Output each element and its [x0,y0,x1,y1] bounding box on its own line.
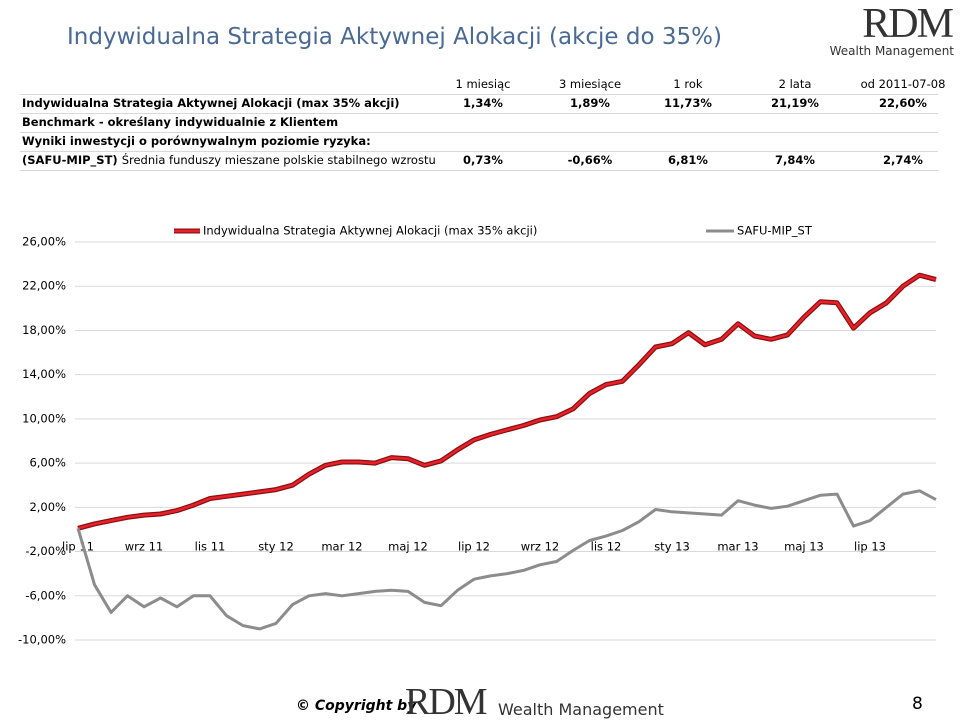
cell-value: 11,73% [664,96,712,110]
footer-logo-subtitle: Wealth Management [498,700,664,719]
x-tick-label: lip 13 [854,540,886,554]
y-tick-label: -2,00% [25,544,66,558]
y-tick-label: -10,00% [18,633,66,647]
cell-value: 2,74% [883,153,923,167]
y-tick-label: 18,00% [22,323,66,337]
column-header: od 2011-07-08 [860,77,946,91]
column-header: 3 miesiące [558,77,622,91]
row-divider [20,113,938,114]
y-tick-label: 10,00% [22,411,66,425]
x-tick-label: sty 13 [654,540,690,554]
y-tick-label: -6,00% [25,588,66,602]
cell-value: 7,84% [775,153,815,167]
x-tick-label: lis 12 [591,540,622,554]
series-line [76,489,937,631]
y-tick-label: 26,00% [22,235,66,249]
y-tick-label: 6,00% [29,456,66,470]
x-tick-label: maj 13 [784,540,824,554]
y-tick-label: 22,00% [22,279,66,293]
y-tick-label: 2,00% [29,500,66,514]
logo: RDM [862,1,954,47]
legend-label: SAFU-MIP_ST [737,224,813,238]
column-header: 2 lata [778,77,812,91]
page-number: 8 [912,694,923,714]
copyright: © Copyright by [296,698,417,714]
cell-value: 1,89% [570,96,610,110]
cell-value: 21,19% [771,96,819,110]
x-tick-label: lis 11 [195,540,226,554]
cell-value: 22,60% [879,96,927,110]
row-label: Benchmark - określany indywidualnie z Kl… [22,115,339,129]
y-tick-label: 14,00% [22,367,66,381]
x-tick-label: mar 13 [717,540,758,554]
row-divider [20,151,938,152]
x-tick-label: sty 12 [258,540,294,554]
logo-subtitle: Wealth Management [829,44,954,58]
footer-logo: RDM [405,681,488,723]
column-header: 1 rok [673,77,703,91]
row-label: (SAFU-MIP_ST) [22,153,118,167]
series-line [77,273,937,530]
row-label-rest: Średnia funduszy mieszane polskie stabil… [121,153,436,167]
column-header: 1 miesiąc [455,77,511,91]
cell-value: 6,81% [668,153,708,167]
x-tick-label: wrz 12 [521,540,559,554]
row-label: Wyniki inwestycji o porównywalnym poziom… [22,134,371,148]
cell-value: 1,34% [463,96,503,110]
x-tick-label: maj 12 [388,540,428,554]
x-tick-label: wrz 11 [125,540,163,554]
row-divider [20,170,938,171]
row-divider [20,132,938,133]
slide-title: Indywidualna Strategia Aktywnej Alokacji… [67,24,722,50]
cell-value: -0,66% [567,153,613,167]
row-label: Indywidualna Strategia Aktywnej Alokacji… [22,96,400,110]
row-divider [20,94,938,95]
x-tick-label: mar 12 [321,540,362,554]
cell-value: 0,73% [463,153,503,167]
x-tick-label: lip 11 [62,540,94,554]
x-tick-label: lip 12 [458,540,490,554]
legend-label: Indywidualna Strategia Aktywnej Alokacji… [203,224,537,238]
